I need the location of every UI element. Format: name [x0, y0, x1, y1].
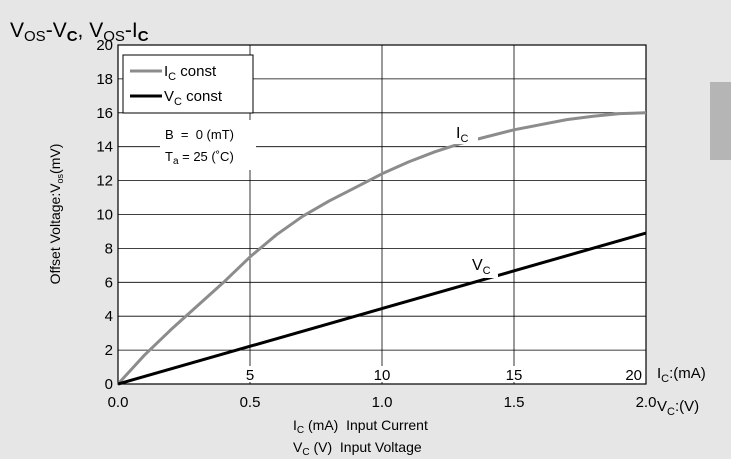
- x-axis-vc-label: VC:(V): [657, 398, 699, 418]
- y-tick-label: 18: [96, 71, 113, 88]
- series-label-vc: VC: [472, 257, 491, 277]
- condition-ta: Ta = 25 (˚C): [165, 149, 234, 167]
- y-tick-label: 2: [105, 342, 113, 359]
- x-tick-label-bottom: 1.5: [504, 394, 525, 411]
- x-axis-ic-label: IC:(mA): [657, 365, 706, 385]
- y-tick-label: 12: [96, 173, 113, 190]
- series-label-ic: IC: [456, 125, 468, 145]
- side-tab: [710, 82, 731, 160]
- x-tick-label-bottom: 2.0: [636, 394, 657, 411]
- x-tick-label-bottom: 0.5: [240, 394, 261, 411]
- x-tick-label-inner-bg: [371, 366, 393, 382]
- y-ticks: 0 2 4 6 8 10 12 14 16 18 20: [96, 37, 113, 393]
- series: [116, 111, 647, 386]
- y-tick-label: 0: [105, 376, 113, 393]
- x-tick-label-inner-bg: [239, 366, 261, 382]
- x-tick-label-inner: 10: [374, 367, 391, 384]
- y-tick-label: 20: [96, 37, 113, 54]
- x-axis-label-current: IC (mA) Input Current: [293, 417, 428, 436]
- x-axis-label-voltage: VC (V) Input Voltage: [293, 439, 422, 458]
- condition-b: B = 0 (mT): [165, 127, 234, 142]
- legend-label-ic: IC const: [164, 63, 217, 83]
- legend: IC const VC const: [122, 54, 254, 114]
- y-tick-label: 4: [105, 308, 113, 325]
- x-tick-label-inner: 5: [246, 367, 254, 384]
- series-line-ic: [116, 111, 647, 386]
- x-tick-label-inner: 15: [506, 367, 523, 384]
- y-tick-label: 14: [96, 139, 113, 156]
- x-tick-label-bottom: 1.0: [372, 394, 393, 411]
- x-tick-label-inner-bg: [623, 366, 644, 382]
- y-tick-label: 8: [105, 240, 113, 257]
- x-tick-label-inner: 20: [625, 367, 642, 384]
- x-ticks: 0.0 0.5 1.0 1.5 2.0 5 10 15 20: [108, 366, 657, 411]
- legend-label-vc: VC const: [164, 88, 223, 108]
- series-line-vc: [117, 231, 647, 386]
- x-tick-label-inner-bg: [503, 366, 525, 382]
- y-tick-label: 16: [96, 105, 113, 122]
- grid: [118, 45, 646, 384]
- y-tick-label: 6: [105, 274, 113, 291]
- y-tick-label: 10: [96, 207, 113, 224]
- x-tick-label-bottom: 0.0: [108, 394, 129, 411]
- chart-title: VOS-VC, VOS-IC: [10, 19, 149, 45]
- legend-box: [122, 54, 254, 114]
- y-axis-label: Offset Voltage:Vos(mV): [47, 144, 65, 285]
- conditions-box: [160, 120, 256, 170]
- series-label-vc-bg: [468, 252, 498, 278]
- series-label-ic-bg: [450, 118, 478, 144]
